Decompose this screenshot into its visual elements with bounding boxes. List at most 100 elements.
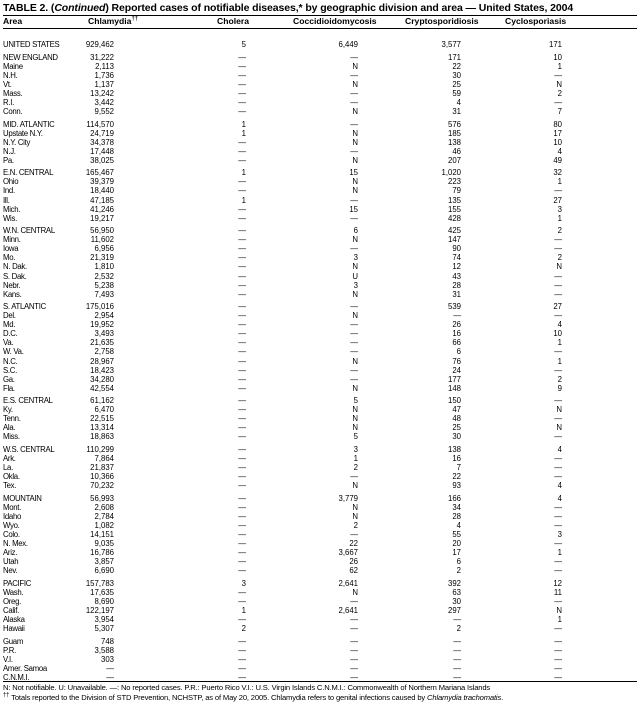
cholera-cell: — xyxy=(238,383,246,393)
coccidioidomycosis-cell: 22 xyxy=(349,539,358,549)
cholera-cell: — xyxy=(238,615,246,625)
cryptosporidiosis-cell: 166 xyxy=(447,493,461,503)
coccidioidomycosis-cell: 26 xyxy=(349,557,358,567)
cryptosporidiosis-cell: — xyxy=(453,654,461,664)
cholera-cell: — xyxy=(238,280,246,290)
row-group: MOUNTAIN 56,993—3,779 166 4 Mont. 2,608— N 34— I… xyxy=(0,494,640,575)
chlamydia-cell: 5,238 xyxy=(94,280,114,290)
header-area: Area xyxy=(3,16,23,26)
chlamydia-cell: 34,378 xyxy=(90,137,114,147)
table-row: Conn. 9,552 — N 31 7 xyxy=(0,107,640,116)
cyclosporiasis-cell: — xyxy=(554,70,562,80)
cholera-cell: 5 xyxy=(241,40,246,49)
coccidioidomycosis-cell: — xyxy=(350,636,358,646)
cholera-cell: — xyxy=(238,396,246,406)
cholera-cell: — xyxy=(238,645,246,655)
chlamydia-cell: 31,222 xyxy=(90,52,114,62)
cryptosporidiosis-cell: 48 xyxy=(452,414,461,424)
cholera-cell: — xyxy=(238,374,246,384)
chlamydia-cell: 14,151 xyxy=(90,530,114,540)
cholera-cell: — xyxy=(238,186,246,196)
header-cryptosporidiosis: Cryptosporidiosis xyxy=(405,16,479,26)
cholera-cell: — xyxy=(238,155,246,165)
header-chlamydia-label: Chlamydia xyxy=(88,16,132,26)
cyclosporiasis-cell: 2 xyxy=(557,374,562,384)
coccidioidomycosis-cell: — xyxy=(350,329,358,339)
area-cell: N.H. xyxy=(3,70,18,80)
cyclosporiasis-cell: — xyxy=(554,463,562,473)
table-row: Ind. 18,440 — N 79 — xyxy=(0,186,640,195)
cryptosporidiosis-cell: 1,020 xyxy=(441,168,461,178)
table-row: Tex. 70,232 — N 93 4 xyxy=(0,481,640,490)
table-row: Ill. 47,185 1 — 135 27 xyxy=(0,196,640,205)
area-cell: E.N. CENTRAL xyxy=(3,168,54,178)
cholera-cell: — xyxy=(238,177,246,187)
coccidioidomycosis-cell: 15 xyxy=(349,168,358,178)
table-row: PACIFIC 157,783 3 2,641 392 12 xyxy=(0,579,640,588)
coccidioidomycosis-cell: 2,641 xyxy=(338,606,358,616)
table-row: La. 21,837 — 2 7 — xyxy=(0,463,640,472)
area-cell: N.J. xyxy=(3,146,16,156)
cryptosporidiosis-cell: 31 xyxy=(452,106,461,116)
table-row: Wis. 19,217 — — 428 1 xyxy=(0,214,640,223)
cryptosporidiosis-cell: 28 xyxy=(452,512,461,522)
table-row: Calif. 122,197 1 2,641 297 N xyxy=(0,606,640,615)
table-row: W.S. CENTRAL 110,299 — 3 138 4 xyxy=(0,445,640,454)
chlamydia-cell: 18,423 xyxy=(90,365,114,375)
table-row: Amer. Samoa — — — — — xyxy=(0,664,640,673)
bottom-rule xyxy=(3,681,637,682)
table-row: Va. 21,635 — — 66 1 xyxy=(0,338,640,347)
coccidioidomycosis-cell: — xyxy=(350,52,358,62)
chlamydia-cell: 41,246 xyxy=(90,204,114,214)
cyclosporiasis-cell: — xyxy=(554,396,562,406)
cryptosporidiosis-cell: 25 xyxy=(452,79,461,89)
coccidioidomycosis-cell: N xyxy=(352,512,358,522)
cyclosporiasis-cell: 32 xyxy=(553,168,562,178)
area-cell: Ky. xyxy=(3,405,13,415)
cyclosporiasis-cell: 80 xyxy=(553,119,562,129)
cholera-cell: — xyxy=(238,588,246,598)
cyclosporiasis-cell: — xyxy=(554,539,562,549)
cholera-cell: 3 xyxy=(241,578,246,588)
cholera-cell: — xyxy=(238,557,246,567)
chlamydia-cell: 7,864 xyxy=(94,454,114,464)
coccidioidomycosis-cell: N xyxy=(352,481,358,491)
cryptosporidiosis-cell: — xyxy=(453,663,461,673)
column-headers: Area Chlamydia†† Cholera Coccidioidomyco… xyxy=(0,16,566,27)
chlamydia-cell: 61,162 xyxy=(90,396,114,406)
table-row: Guam 748 — — — — xyxy=(0,637,640,646)
table-row: W. Va. 2,758 — — 6 — xyxy=(0,347,640,356)
cyclosporiasis-cell: 1 xyxy=(557,548,562,558)
footnote-italic: Chlamydia trachomatis xyxy=(427,693,502,702)
cholera-cell: — xyxy=(238,97,246,107)
cholera-cell: — xyxy=(238,52,246,62)
cryptosporidiosis-cell: — xyxy=(453,673,461,683)
area-cell: Va. xyxy=(3,338,14,348)
chlamydia-cell: 303 xyxy=(100,654,114,664)
area-cell: W.S. CENTRAL xyxy=(3,445,55,455)
cryptosporidiosis-cell: 55 xyxy=(452,530,461,540)
cryptosporidiosis-cell: 47 xyxy=(452,405,461,415)
table-row: Vt. 1,137 — N 25 N xyxy=(0,80,640,89)
table-row: R.I. 3,442 — — 4 — xyxy=(0,98,640,107)
area-cell: Idaho xyxy=(3,512,22,522)
header-rule xyxy=(3,28,637,29)
coccidioidomycosis-cell: 3,667 xyxy=(338,548,358,558)
chlamydia-cell: 18,863 xyxy=(90,432,114,442)
footnote-mark: †† xyxy=(3,692,10,699)
coccidioidomycosis-cell: N xyxy=(352,503,358,512)
cholera-cell: — xyxy=(238,106,246,116)
area-cell: Hawaii xyxy=(3,624,25,634)
cyclosporiasis-cell: — xyxy=(554,521,562,531)
area-cell: Okla. xyxy=(3,472,20,482)
area-cell: Minn. xyxy=(3,235,21,245)
chlamydia-cell: 19,952 xyxy=(90,320,114,330)
coccidioidomycosis-cell: 3 xyxy=(353,280,358,290)
area-cell: Maine xyxy=(3,61,23,71)
row-group: W.S. CENTRAL 110,299—3 138 4 Ark. 7,864—1 16— L… xyxy=(0,445,640,490)
cyclosporiasis-cell: — xyxy=(554,432,562,442)
chlamydia-cell: 21,635 xyxy=(90,338,114,348)
title-prefix: TABLE 2. ( xyxy=(3,2,55,14)
coccidioidomycosis-cell: 5 xyxy=(353,432,358,442)
area-cell: Wash. xyxy=(3,588,24,598)
